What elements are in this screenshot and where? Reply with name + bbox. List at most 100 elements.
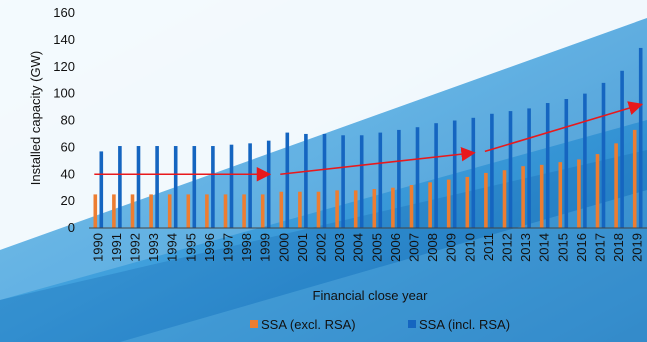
y-tick-label: 100 — [53, 86, 75, 101]
y-tick-label: 40 — [61, 166, 75, 181]
bar-excl-rsa-2004 — [353, 190, 358, 228]
x-tick-label: 1990 — [90, 233, 105, 262]
legend-swatch-excl-rsa — [250, 320, 258, 328]
bar-incl-rsa-1990 — [99, 151, 104, 228]
bar-excl-rsa-2016 — [577, 159, 581, 228]
x-tick-label: 2014 — [537, 233, 552, 262]
bar-incl-rsa-2008 — [434, 123, 438, 228]
x-tick-label: 2017 — [593, 233, 608, 262]
bar-excl-rsa-2014 — [539, 164, 544, 228]
bar-incl-rsa-1997 — [229, 144, 234, 228]
bars — [93, 47, 643, 228]
x-tick-label: 1999 — [258, 233, 273, 262]
bar-excl-rsa-2001 — [298, 191, 302, 228]
x-tick-label: 2004 — [351, 233, 366, 262]
x-tick-label: 2011 — [481, 233, 496, 261]
plot-area: 0 20 40 60 80 100 120 140 160 1990 1991 1992 1993 19… — [53, 5, 647, 262]
y-tick-label: 0 — [68, 220, 75, 235]
bar-excl-rsa-2013 — [521, 166, 525, 228]
bar-excl-rsa-2015 — [558, 162, 563, 228]
bar-excl-rsa-2011 — [484, 172, 488, 228]
x-tick-label: 2006 — [388, 233, 403, 262]
bar-incl-rsa-2012 — [508, 111, 513, 228]
y-tick-label: 120 — [53, 59, 75, 74]
legend-label-excl-rsa: SSA (excl. RSA) — [261, 317, 356, 332]
x-tick-label: 2015 — [555, 233, 570, 262]
bar-incl-rsa-2015 — [564, 99, 569, 228]
bar-excl-rsa-1997 — [223, 194, 228, 228]
bar-incl-rsa-2005 — [378, 132, 383, 228]
bar-excl-rsa-2009 — [446, 179, 451, 228]
x-tick-label: 2002 — [314, 233, 329, 262]
bar-excl-rsa-1990 — [93, 194, 98, 228]
bar-excl-rsa-1996 — [205, 194, 209, 228]
bar-excl-rsa-2010 — [465, 176, 470, 228]
y-axis-title: Installed capacity (GW) — [28, 51, 43, 185]
y-tick-label: 60 — [61, 139, 75, 154]
bar-excl-rsa-2018 — [614, 143, 618, 228]
bar-excl-rsa-2008 — [428, 182, 432, 228]
bar-incl-rsa-2001 — [304, 133, 308, 228]
bar-incl-rsa-2007 — [415, 127, 420, 228]
bar-incl-rsa-2014 — [545, 103, 550, 228]
x-tick-label: 2005 — [369, 233, 384, 262]
x-tick-label: 2008 — [425, 233, 440, 262]
bar-excl-rsa-1998 — [242, 194, 246, 228]
bar-incl-rsa-2009 — [452, 120, 457, 228]
bar-incl-rsa-1994 — [173, 146, 178, 228]
legend-swatch-incl-rsa — [408, 320, 416, 328]
bar-incl-rsa-1996 — [211, 146, 215, 228]
legend: SSA (excl. RSA) SSA (incl. RSA) — [250, 317, 510, 332]
bar-incl-rsa-2000 — [285, 132, 290, 228]
x-tick-label: 2018 — [611, 233, 626, 262]
bar-incl-rsa-2002 — [322, 133, 327, 228]
bar-incl-rsa-2003 — [341, 135, 345, 228]
x-tick-label: 2016 — [574, 233, 589, 262]
bar-excl-rsa-2006 — [391, 187, 395, 228]
x-tick-label: 1992 — [128, 233, 143, 262]
bar-incl-rsa-1999 — [266, 140, 271, 228]
x-tick-label: 1991 — [109, 233, 124, 262]
x-tick-label: 1993 — [146, 233, 161, 262]
bar-incl-rsa-1992 — [136, 146, 141, 228]
bar-excl-rsa-1991 — [112, 194, 116, 228]
bar-excl-rsa-1992 — [130, 194, 135, 228]
x-tick-label: 1997 — [221, 233, 236, 262]
x-tick-label: 2013 — [518, 233, 533, 262]
bar-excl-rsa-2000 — [279, 191, 284, 228]
bar-incl-rsa-2016 — [583, 93, 587, 228]
bar-incl-rsa-2011 — [490, 113, 494, 228]
bar-excl-rsa-1993 — [149, 194, 153, 228]
bar-excl-rsa-2002 — [316, 191, 321, 228]
bar-excl-rsa-1995 — [186, 194, 191, 228]
bar-incl-rsa-2006 — [397, 129, 401, 228]
bar-incl-rsa-2013 — [527, 108, 531, 228]
bar-excl-rsa-1999 — [260, 194, 265, 228]
y-tick-label: 140 — [53, 32, 75, 47]
y-tick-label: 160 — [53, 5, 75, 20]
y-axis-ticks: 0 20 40 60 80 100 120 140 160 — [53, 5, 75, 235]
x-axis-title: Financial close year — [313, 288, 429, 303]
legend-label-incl-rsa: SSA (incl. RSA) — [419, 317, 510, 332]
x-tick-label: 2019 — [630, 233, 645, 262]
bar-excl-rsa-2003 — [335, 190, 339, 228]
y-tick-label: 80 — [61, 113, 75, 128]
x-tick-label: 2003 — [332, 233, 347, 262]
trend-arrows — [94, 101, 644, 182]
trend-arrow-2 — [280, 147, 476, 176]
bar-excl-rsa-1994 — [167, 194, 172, 228]
x-tick-label: 2000 — [276, 233, 291, 262]
y-tick-label: 20 — [61, 193, 75, 208]
trend-arrow-3 — [484, 101, 644, 153]
x-tick-label: 2009 — [444, 233, 459, 262]
bar-incl-rsa-2010 — [471, 117, 476, 228]
bar-incl-rsa-2017 — [601, 82, 606, 228]
x-tick-label: 1996 — [202, 233, 217, 262]
bar-excl-rsa-2007 — [409, 185, 414, 228]
x-tick-label: 2012 — [500, 233, 515, 262]
bar-incl-rsa-1995 — [192, 146, 197, 228]
bar-incl-rsa-2004 — [359, 135, 364, 228]
x-tick-label: 1998 — [239, 233, 254, 262]
x-tick-label: 1994 — [165, 233, 180, 262]
